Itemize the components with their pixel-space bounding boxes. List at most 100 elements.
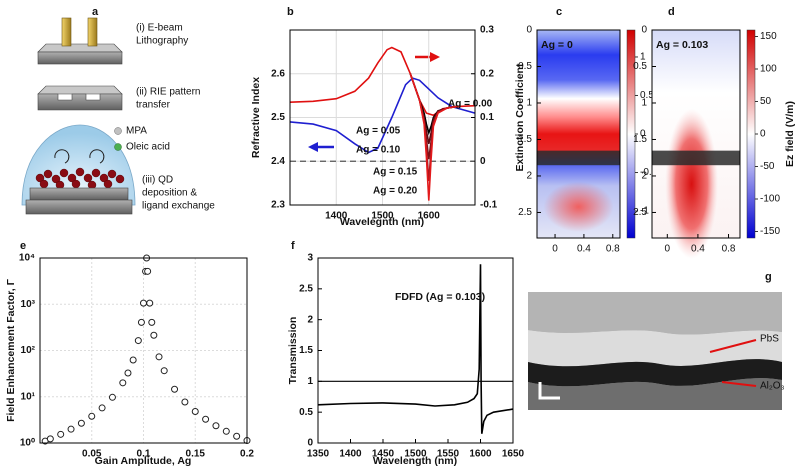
y-tick-label: 2.4 [271,156,285,167]
x-tick-label: 1350 [307,449,330,460]
x-tick-label: 1500 [404,449,427,460]
colorbar-tick-label: -150 [760,226,780,237]
plot-frame [536,29,621,239]
y2-tick-label: 0.3 [480,25,494,36]
step-text: (ii) RIE pattern [136,87,200,98]
y-tick-label: 0.5 [518,61,532,72]
grating [652,150,740,166]
panel-letter: e [20,240,26,252]
data-point [212,422,220,430]
data-point [119,379,127,387]
panel-letter: a [92,6,99,18]
y-tick-label: 2.5 [271,112,285,123]
step-text: (i) E-beam [136,23,183,34]
colorbar-tick-label: -50 [760,161,775,172]
y-tick-label: 2 [307,314,313,325]
plot-frame [289,29,476,206]
y-tick-label: 2 [641,171,647,182]
sem-image [528,292,782,410]
y-tick-label: 1 [526,98,532,109]
y-tick-label: 0 [307,438,313,449]
panel-letter: g [765,271,772,283]
y-tick-label: 10³ [21,299,36,310]
legend-text: Oleic acid [126,142,170,153]
data-point [46,435,54,443]
data-point [134,337,142,345]
x-tick-label: 0.4 [691,244,705,255]
colorbar [746,29,756,239]
schematic [21,17,136,215]
data-point [146,299,154,307]
step-text: Lithography [136,36,188,47]
data-point [77,419,85,427]
y-tick-label: 0.5 [299,407,313,418]
y2-tick-label: 0.2 [480,68,494,79]
y-tick-label: 0.5 [633,61,647,72]
x-tick-label: 1650 [502,449,525,460]
data-point [140,299,147,307]
field-map [543,181,614,232]
data-point [144,267,152,275]
legend-text: MPA [126,126,147,137]
annotation: Ag = 0 [541,39,573,51]
series-line [409,73,457,201]
y2-tick-label: -0.1 [480,200,498,211]
y-tick-label: 1.5 [518,134,532,145]
y-tick-label: 2.3 [271,200,285,211]
step-text: transfer [136,100,171,111]
x-tick-label: 0.8 [722,244,736,255]
y-tick-label: 10¹ [21,391,36,402]
data-point [98,404,106,412]
panel-letter: f [291,240,295,252]
y-tick-label: 1 [641,98,647,109]
x-axis-label: Wavelength (nm) [373,455,457,467]
x-tick-label: 1550 [437,449,460,460]
data-point [233,432,241,440]
series-line [317,264,514,434]
field-map [665,109,718,259]
colorbar-tick-label: 100 [760,64,777,75]
colorbar-tick-label: 50 [760,96,772,107]
panel-letter: b [287,6,294,18]
data-point [181,398,189,406]
colorbar-tick-label: 150 [760,31,777,42]
step-text: deposition & [142,188,197,199]
x-tick-label: 1600 [469,449,492,460]
data-point [88,412,96,420]
y-tick-label: 2.5 [633,207,647,218]
colorbar-tick-label: -0.5 [640,167,658,178]
x-axis-label: Wavelegnth (nm) [340,216,424,228]
annotation: FDFD (Ag = 0.103) [395,291,485,303]
x-tick-label: 0 [552,244,558,255]
y-tick-label: 0 [526,25,532,36]
series-label: Ag = 0.10 [356,145,401,156]
colorbar-tick-label: 0.5 [640,90,654,101]
panel-letter: c [556,6,562,18]
x-tick-label: 0.1 [137,449,151,460]
y-tick-label: 3 [307,253,313,264]
y2-tick-label: 0 [480,156,486,167]
x-tick-label: 0.8 [606,244,620,255]
y-axis-label: Field Enhancement Factor, Γ [5,278,17,422]
data-point [148,318,156,326]
x-axis-label: Gain Amplitude, Ag [95,455,192,467]
series-label: Ag = 0.00 [448,99,493,110]
y-tick-label: 2 [526,171,532,182]
data-point [67,425,75,433]
data-point [150,331,158,339]
y2-axis-label: Extinction Coefficient [514,63,526,171]
x-tick-label: 0 [665,244,671,255]
y-tick-label: 2.5 [518,207,532,218]
data-point [202,415,210,423]
x-tick-label: 0.05 [82,449,102,460]
y-tick-label: 1.5 [633,134,647,145]
data-point [108,393,116,401]
series-label: Ag = 0.05 [356,126,401,137]
x-tick-label: 1600 [418,211,441,222]
annotation: Ag = 0.103 [656,39,708,51]
x-tick-label: 0.4 [577,244,591,255]
data-point [137,318,145,326]
data-point [124,369,132,377]
panel-letter: d [668,6,675,18]
